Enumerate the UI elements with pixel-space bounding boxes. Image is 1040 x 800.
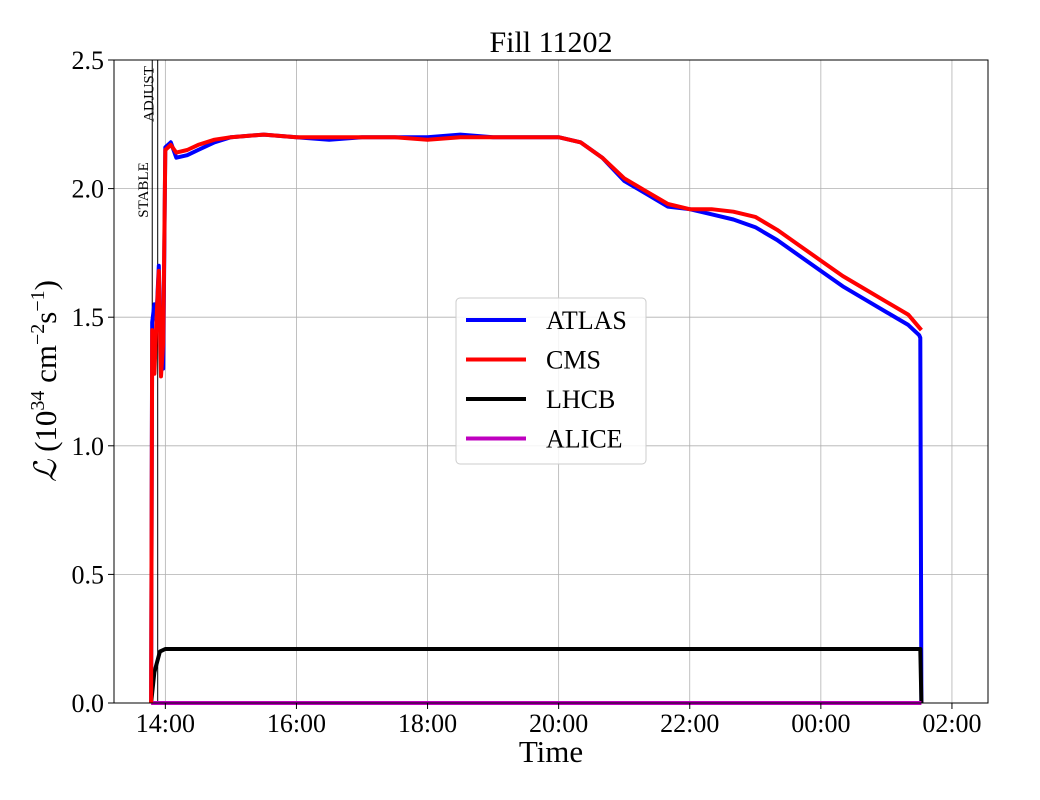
y-axis-label: ℒ (1034 cm−2s−1) [27, 280, 63, 482]
y-axis-label-exp1: 34 [27, 391, 49, 411]
y-tick-label: 2.0 [72, 175, 105, 204]
x-tick-label: 16:00 [267, 709, 326, 738]
x-tick-label: 22:00 [660, 709, 719, 738]
x-tick-label: 00:00 [791, 709, 850, 738]
chart-title: Fill 11202 [489, 26, 612, 59]
y-axis-label-close: ) [28, 280, 63, 290]
y-axis-label-open: (10 [28, 411, 63, 460]
legend-label-cms: CMS [546, 346, 601, 375]
y-tick-label: 2.5 [72, 46, 105, 75]
y-axis-label-exp2: −2 [27, 324, 49, 345]
legend-label-lhcb: LHCB [546, 385, 615, 414]
y-axis-label-symbol: ℒ [28, 459, 63, 482]
y-axis-label-unit2: s [28, 312, 63, 324]
annotation-label-adjust: ADJUST [142, 66, 158, 122]
x-tick-label: 14:00 [136, 709, 195, 738]
phase-annotations: ADJUST STABLE [136, 60, 157, 703]
y-axis-label-unit1: cm [28, 345, 63, 391]
legend-label-alice: ALICE [546, 425, 623, 454]
annotation-label-stable: STABLE [136, 162, 152, 217]
series-line-lhcb [151, 649, 921, 703]
y-tick-label: 1.0 [72, 432, 105, 461]
x-tick-label: 18:00 [398, 709, 457, 738]
y-tick-label: 0.0 [72, 689, 105, 718]
x-axis-label: Time [519, 734, 583, 769]
y-axis-label-exp3: −1 [27, 290, 49, 311]
legend-label-atlas: ATLAS [546, 306, 627, 335]
x-tick-label: 02:00 [922, 709, 981, 738]
legend: ATLAS CMS LHCB ALICE [456, 298, 646, 464]
y-tick-label: 1.5 [72, 303, 105, 332]
y-tick-label: 0.5 [72, 560, 105, 589]
